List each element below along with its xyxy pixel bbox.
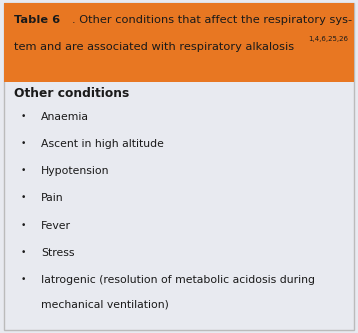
Text: Other conditions: Other conditions [14,87,129,100]
Text: Hypotension: Hypotension [41,166,110,176]
Text: 1,4,6,25,26: 1,4,6,25,26 [308,36,348,42]
Text: •: • [21,193,26,202]
Text: Fever: Fever [41,221,71,231]
Text: tem and are associated with respiratory alkalosis: tem and are associated with respiratory … [14,42,294,52]
Text: Stress: Stress [41,248,75,258]
Text: •: • [21,139,26,148]
Bar [4,3,354,82]
Text: •: • [21,221,26,230]
Text: . Other conditions that affect the respiratory sys-: . Other conditions that affect the respi… [72,15,352,25]
Text: •: • [21,275,26,284]
Text: Ascent in high altitude: Ascent in high altitude [41,139,164,149]
Text: Table 6: Table 6 [14,15,60,25]
Text: •: • [21,166,26,175]
Text: Iatrogenic (resolution of metabolic acidosis during: Iatrogenic (resolution of metabolic acid… [41,275,315,285]
Text: Pain: Pain [41,193,64,203]
Text: •: • [21,112,26,121]
Text: Anaemia: Anaemia [41,112,89,122]
Text: mechanical ventilation): mechanical ventilation) [41,299,169,309]
Text: •: • [21,248,26,257]
